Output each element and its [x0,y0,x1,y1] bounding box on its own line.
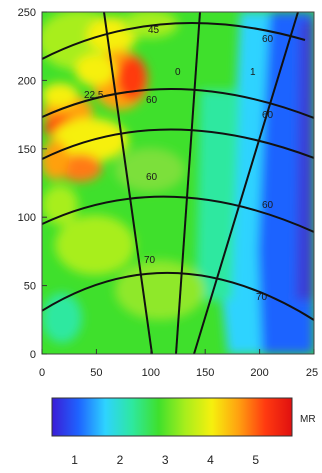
grid-label-60-b: 60 [146,95,158,106]
grid-label-0: 0 [175,67,181,78]
x-tick-label: 100 [142,367,160,379]
grid-label-70-a: 70 [144,255,156,266]
grid-label-60-a: 60 [262,34,274,45]
colorbar-tick-label: 5 [252,453,259,467]
latitude-circle-60-lower [42,195,314,233]
colorbar-tick-label: 4 [207,453,214,467]
colorbar-ticks: 1 2 3 4 5 [71,453,259,467]
meridian-center [175,12,201,354]
latitude-circle-60-upper [42,88,314,119]
grid-label-60-c: 60 [262,110,274,121]
latitude-circle-60-middle [42,128,314,161]
colorbar: MR 1 2 3 4 5 [51,397,316,467]
latitude-circle-45 [42,22,306,61]
grid-label-45: 45 [148,25,160,36]
colorbar-bar [51,397,293,437]
latitude-circle-70 [42,272,314,321]
y-tick-label: 250 [18,7,36,19]
x-tick-label: 150 [196,367,214,379]
colorbar-unit: MR [300,414,316,425]
x-tick-label: 25 [306,367,318,379]
x-tick-label: 50 [90,367,102,379]
y-tick-label: 50 [24,281,36,293]
plot-frame [41,11,315,355]
meridian-east [193,12,299,354]
y-tick-label: 100 [18,212,36,224]
colorbar-tick-label: 2 [117,453,124,467]
x-tick-label: 200 [250,367,268,379]
overlay-grid [42,12,314,354]
grid-label-60-d: 60 [146,172,158,183]
y-axis: 0 50 100 150 200 250 [18,7,47,361]
grid-label-22-5: 22.5 [84,90,104,101]
y-tick-label: 200 [18,75,36,87]
grid-label-1: 1 [250,67,256,78]
y-tick-label: 150 [18,144,36,156]
emission-heatmap: 45 60 60 60 60 60 70 70 0 1 22.5 [42,12,314,354]
grid-labels: 45 60 60 60 60 60 70 70 0 1 22.5 [84,25,274,303]
grid-label-60-e: 60 [262,200,274,211]
x-tick-label: 0 [39,367,45,379]
x-axis: 0 50 100 150 200 25 [39,349,318,379]
y-tick-label: 0 [30,349,36,361]
colorbar-tick-label: 3 [162,453,169,467]
meridian-west [103,12,153,354]
grid-label-70-b: 70 [256,292,268,303]
colorbar-tick-label: 1 [71,453,78,467]
